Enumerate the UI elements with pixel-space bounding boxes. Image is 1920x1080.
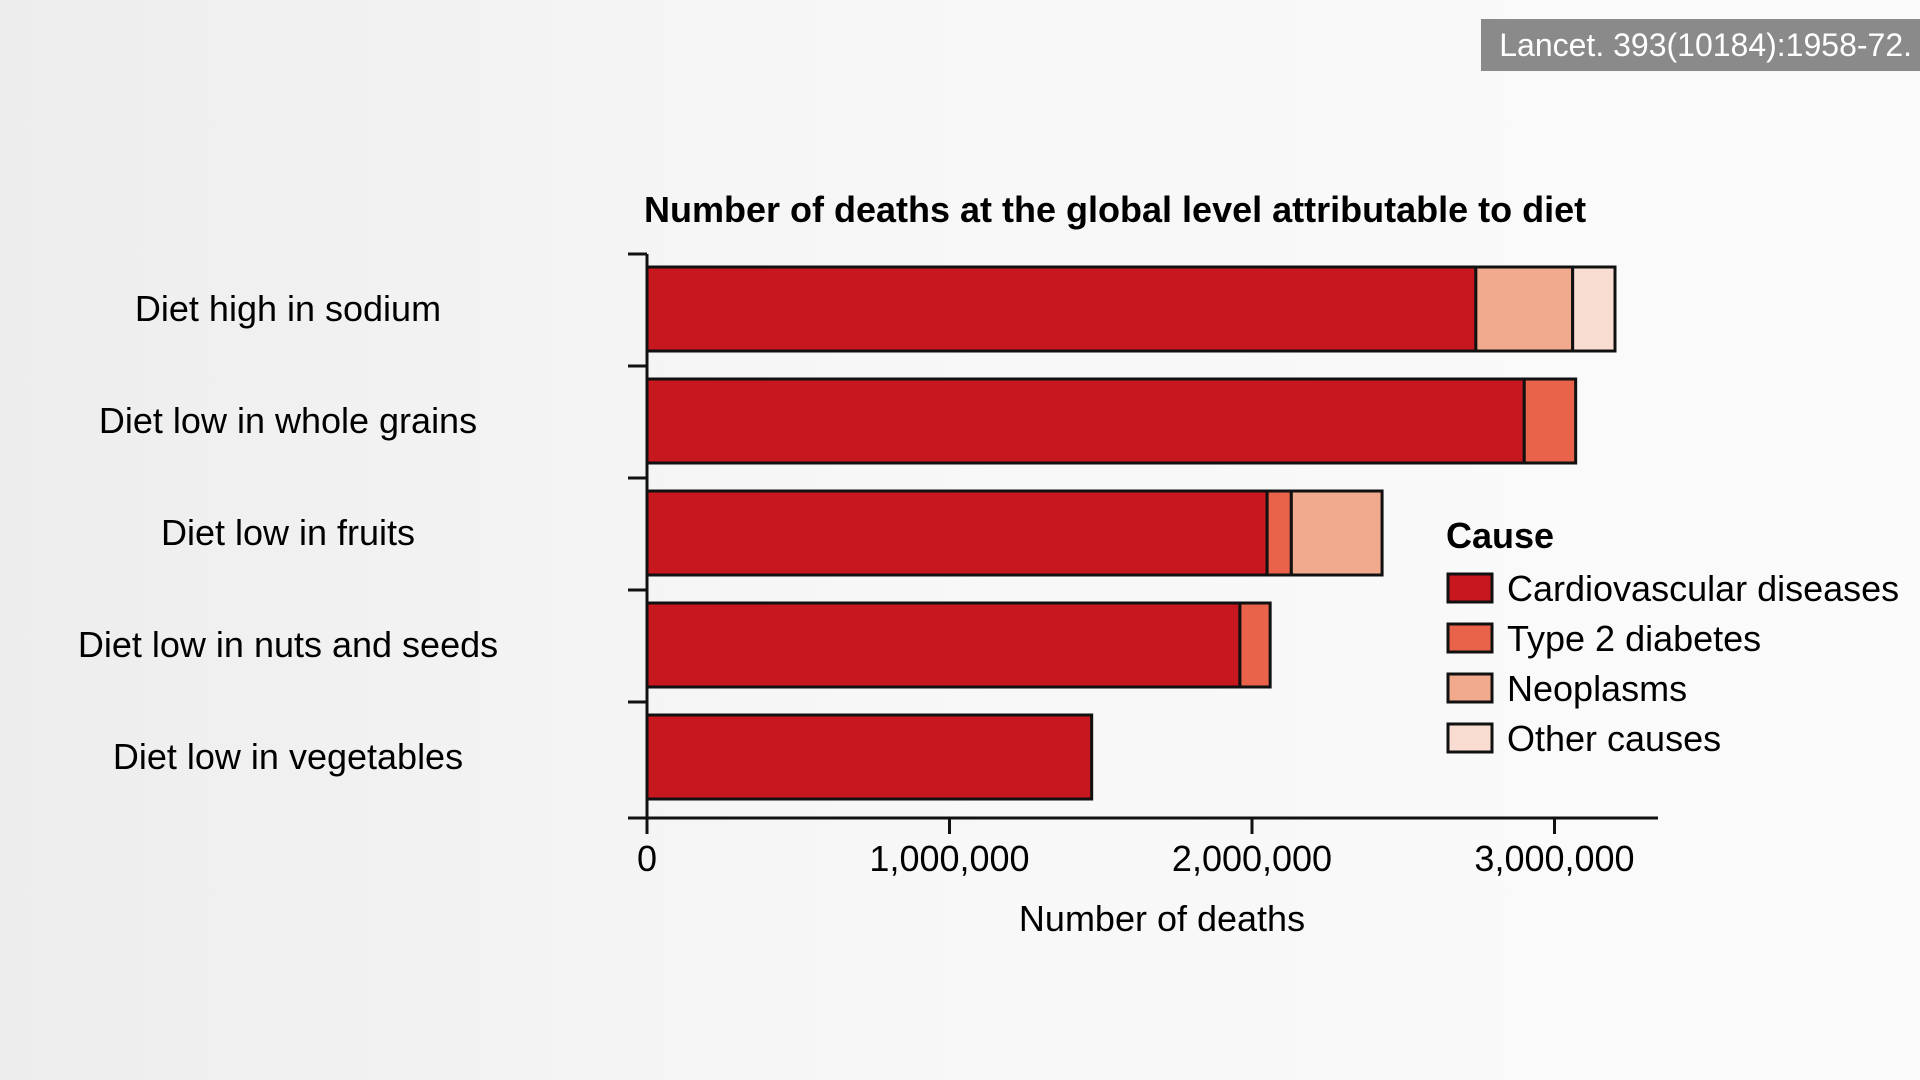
bar-diet-low-in-fruits-cardiovascular-diseases (645, 489, 1269, 577)
citation-badge: Lancet. 393(10184):1958-72. (1481, 19, 1920, 71)
bar-diet-high-in-sodium-neoplasms (1474, 265, 1575, 353)
legend: Cause Cardiovascular diseases Type 2 diabe… (1446, 515, 1899, 759)
legend-label: Cardiovascular diseases (1507, 568, 1899, 609)
x-tick-label: 0 (637, 838, 657, 879)
legend-swatch (1446, 722, 1494, 754)
legend-label: Neoplasms (1507, 668, 1687, 709)
category-label: Diet low in nuts and seeds (78, 624, 498, 665)
bar-diet-low-in-vegetables-cardiovascular-diseases (645, 713, 1094, 801)
bar-diet-high-in-sodium-cardiovascular-diseases (645, 265, 1478, 353)
chart-title: Number of deaths at the global level att… (644, 189, 1586, 230)
legend-title: Cause (1446, 515, 1554, 556)
x-tick-labels: 0 1,000,000 2,000,000 3,000,000 (637, 838, 1635, 879)
category-label: Diet low in vegetables (113, 736, 463, 777)
bar-diet-low-in-whole-grains-cardiovascular-diseases (645, 377, 1526, 465)
bar-diet-low-in-fruits-type-2-diabetes (1265, 489, 1293, 577)
bar-diet-low-in-nuts-and-seeds-cardiovascular-diseases (645, 601, 1242, 689)
legend-swatch (1446, 672, 1494, 704)
category-labels: Diet high in sodium Diet low in whole gra… (78, 288, 498, 777)
legend-label: Type 2 diabetes (1507, 618, 1761, 659)
category-label: Diet low in whole grains (99, 400, 477, 441)
category-label: Diet low in fruits (161, 512, 415, 553)
category-label: Diet high in sodium (135, 288, 441, 329)
x-tick-label: 2,000,000 (1172, 838, 1332, 879)
legend-swatch (1446, 622, 1494, 654)
bar-diet-low-in-whole-grains-type-2-diabetes (1522, 377, 1578, 465)
bar-diet-low-in-nuts-and-seeds-type-2-diabetes (1238, 601, 1272, 689)
legend-swatch (1446, 572, 1494, 604)
axes (628, 252, 1658, 834)
legend-label: Other causes (1507, 718, 1721, 759)
bar-diet-low-in-fruits-neoplasms (1289, 489, 1384, 577)
bar-diet-high-in-sodium-other-cause (1571, 265, 1617, 353)
x-tick-label: 1,000,000 (869, 838, 1029, 879)
x-axis-label: Number of deaths (1019, 898, 1305, 939)
bars (645, 265, 1617, 801)
x-tick-label: 3,000,000 (1474, 838, 1634, 879)
